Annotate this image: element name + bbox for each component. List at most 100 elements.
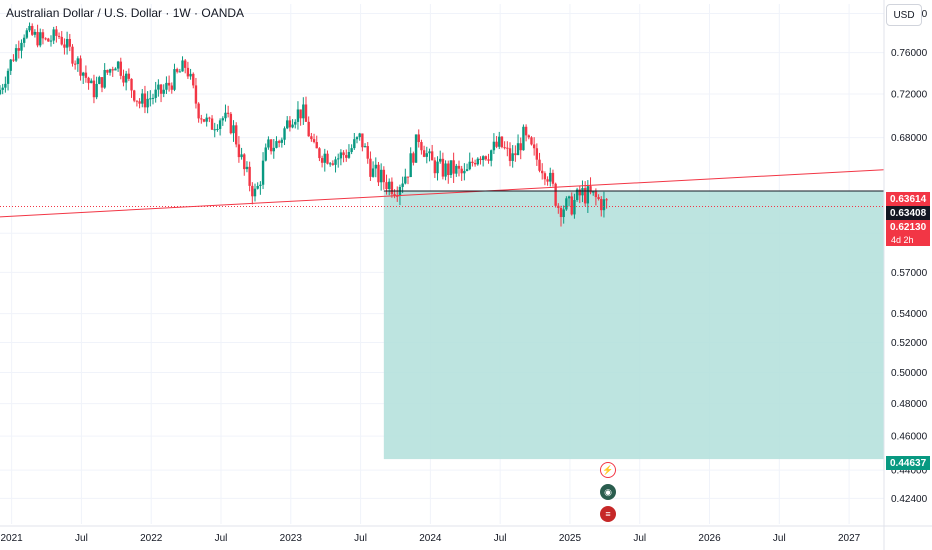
candle <box>369 151 372 181</box>
candle-body <box>237 144 241 158</box>
candle <box>522 124 525 151</box>
candle-body <box>471 161 474 164</box>
time-tick-label: Jul <box>494 533 507 544</box>
candle <box>106 69 109 75</box>
candle <box>261 152 265 190</box>
candle-body <box>84 72 88 78</box>
candle-body <box>447 163 450 176</box>
candle-body <box>39 32 42 46</box>
candle <box>237 136 241 163</box>
candle <box>157 79 160 97</box>
time-tick-label: Jul <box>773 533 786 544</box>
candle-body <box>49 40 53 42</box>
flag-icon[interactable]: ≡ <box>600 506 616 522</box>
candle <box>277 139 281 148</box>
candle <box>447 160 450 184</box>
candle-body <box>135 100 139 102</box>
candle-body <box>267 139 270 148</box>
candle <box>310 132 313 142</box>
candle <box>57 32 61 39</box>
candle-body <box>4 83 7 88</box>
candle <box>592 191 595 196</box>
candle <box>28 22 31 33</box>
price-axis[interactable]: 0.800000.760000.720000.680000.600000.570… <box>891 9 928 505</box>
candle-body <box>210 118 214 130</box>
candle-body <box>602 199 606 211</box>
candle-body <box>592 191 595 193</box>
candle <box>401 176 404 194</box>
candle <box>47 37 50 42</box>
candle <box>320 155 324 168</box>
current-price-tag: 0.62130 <box>886 220 930 234</box>
candle-body <box>283 128 286 140</box>
globe-icon[interactable]: ◉ <box>600 484 616 500</box>
candle-body <box>259 184 262 186</box>
candle <box>294 119 297 129</box>
candle <box>331 160 335 166</box>
candle-body <box>184 60 187 68</box>
candle <box>342 150 345 163</box>
price-tick-label: 0.46000 <box>891 432 928 443</box>
currency-button[interactable]: USD <box>886 4 922 26</box>
candle <box>449 160 453 179</box>
candle-body <box>318 148 321 159</box>
time-tick-label: 2023 <box>280 533 303 544</box>
time-tick-label: Jul <box>75 533 88 544</box>
price-tick-label: 0.68000 <box>891 133 928 144</box>
candle <box>52 26 55 45</box>
candle-body <box>304 104 308 122</box>
candle-body <box>393 194 396 196</box>
candle-body <box>586 186 590 204</box>
candle-body <box>218 120 222 129</box>
time-axis[interactable]: 2021 Jul 2022 Jul 2023 Jul 2024 Jul 2025 Jul 2026 J… <box>1 533 861 544</box>
lightning-icon[interactable]: ⚡ <box>600 462 616 478</box>
candle-body <box>178 71 182 73</box>
candle-body <box>229 113 233 134</box>
candle <box>559 205 563 227</box>
candle-body <box>111 69 114 71</box>
candle <box>280 137 284 148</box>
candle <box>363 143 367 148</box>
candle-body <box>492 141 496 151</box>
candle <box>530 136 533 146</box>
candle-body <box>417 134 420 143</box>
candle <box>495 136 498 149</box>
candle <box>100 76 104 93</box>
candle-body <box>277 141 281 143</box>
candle <box>600 196 603 217</box>
price-tick-label: 0.76000 <box>891 48 928 59</box>
candle <box>312 133 316 144</box>
candle-body <box>57 35 61 37</box>
candle <box>476 157 479 166</box>
candle-body <box>130 78 133 91</box>
candle-body <box>326 153 329 164</box>
candle-body <box>549 172 552 182</box>
candle-body <box>388 181 391 190</box>
candle-body <box>119 61 122 76</box>
candle <box>87 76 90 90</box>
candle <box>358 132 361 141</box>
candle-body <box>369 158 372 177</box>
candle <box>208 116 211 123</box>
candle-body <box>103 69 106 88</box>
candle-body <box>95 83 98 98</box>
candle-body <box>538 159 541 171</box>
candle-body <box>162 89 165 94</box>
candle <box>291 119 294 129</box>
candle-body <box>275 141 278 148</box>
time-tick-label: 2025 <box>559 533 582 544</box>
candle <box>473 159 477 167</box>
candle-body <box>535 148 539 160</box>
candle <box>465 163 469 172</box>
target-zone[interactable] <box>383 191 884 460</box>
candle-body <box>167 82 171 86</box>
candle-body <box>487 159 490 161</box>
candle-body <box>33 31 37 35</box>
time-tick-label: 2024 <box>419 533 442 544</box>
time-tick-label: 2021 <box>1 533 24 544</box>
trendline[interactable] <box>0 169 885 218</box>
candle <box>251 182 254 205</box>
candle-body <box>420 142 423 151</box>
candle-body <box>581 188 584 196</box>
